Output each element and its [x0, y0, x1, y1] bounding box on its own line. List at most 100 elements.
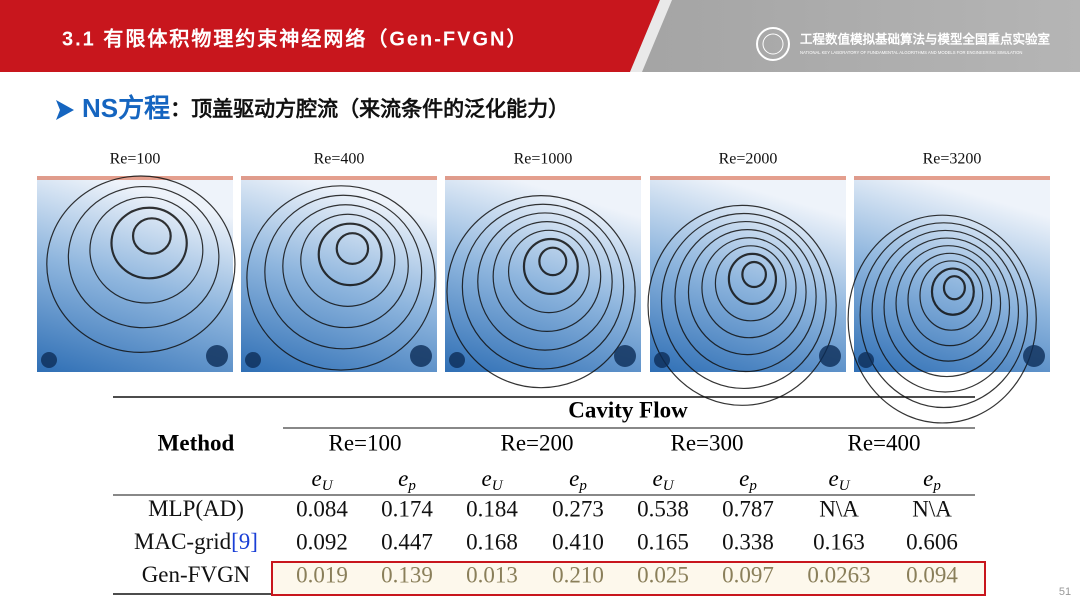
figure-label: Re=400 [314, 151, 365, 168]
lid [445, 176, 641, 180]
group-header: Re=400 [847, 430, 920, 455]
streamline [714, 245, 787, 322]
value-cell: 0.606 [906, 529, 958, 554]
streamline [895, 245, 1002, 362]
figure-label: Re=1000 [514, 151, 573, 168]
subheader-sub: U [322, 478, 334, 494]
header-red [0, 0, 660, 72]
value-cell: 0.410 [552, 529, 604, 554]
subheader-sub: p [407, 478, 416, 494]
lid [37, 176, 233, 180]
value-cell: 0.184 [466, 496, 518, 521]
streamline [300, 213, 396, 307]
method-name: MAC-grid [134, 529, 232, 554]
subheader-symbol: e [652, 466, 662, 491]
value-cell: 0.084 [296, 496, 348, 521]
group-header: Re=100 [328, 430, 401, 455]
bullet-arrow [56, 100, 74, 120]
streamline [110, 206, 188, 280]
streamline [461, 203, 625, 370]
lab-name-en: NATIONAL KEY LABORATORY OF FUNDAMENTAL A… [800, 50, 1022, 55]
lid [241, 176, 437, 180]
corner-vortex [614, 345, 636, 367]
subheader: ep [739, 466, 757, 494]
value-cell: 0.0263 [807, 562, 870, 587]
streamline [89, 196, 204, 304]
value-cell: 0.787 [722, 496, 774, 521]
value-cell: 0.210 [552, 562, 604, 587]
streamline [446, 195, 636, 389]
value-cell: 0.338 [722, 529, 774, 554]
subtitle: NS方程：顶盖驱动方腔流（来流条件的泛化能力） [82, 93, 569, 123]
subheader-symbol: e [828, 466, 838, 491]
subheader: ep [923, 466, 941, 494]
highlight-box [271, 561, 986, 596]
table-title: Cavity Flow [568, 397, 688, 422]
subheader-sub: p [578, 478, 587, 494]
subheader-symbol: e [739, 466, 749, 491]
corner-vortex [819, 345, 841, 367]
value-cell: 0.273 [552, 496, 604, 521]
streamline [942, 275, 966, 301]
flow-field [37, 176, 233, 372]
value-cell: 0.092 [296, 529, 348, 554]
corner-vortex [410, 345, 432, 367]
value-cell: 0.094 [906, 562, 958, 587]
value-cell: 0.165 [637, 529, 689, 554]
flow-field [854, 176, 1050, 372]
lab-logo-inner [762, 33, 784, 55]
lid [854, 176, 1050, 180]
group-header: Re=300 [670, 430, 743, 455]
streamline [647, 204, 837, 406]
corner-vortex [449, 352, 465, 368]
subheader-sub: p [748, 478, 757, 494]
streamline [492, 221, 602, 332]
citation: [9] [231, 529, 258, 554]
subheader-symbol: e [923, 466, 933, 491]
streamline [674, 220, 817, 373]
value-cell: N\A [819, 496, 859, 521]
value-cell: N\A [912, 496, 952, 521]
streamline [701, 237, 797, 339]
streamline [282, 204, 409, 329]
streamline [660, 212, 827, 390]
streamline [930, 267, 975, 316]
streamline [883, 237, 1011, 378]
method-header: Method [158, 430, 235, 455]
subheader-sub: p [932, 478, 941, 494]
lab-name: 工程数值模拟基础算法与模型全国重点实验室 [800, 31, 1051, 46]
method-cell: MLP(AD) [148, 496, 244, 521]
streamline [687, 229, 807, 356]
lab-logo [756, 27, 790, 61]
streamline [538, 246, 568, 277]
streamline [246, 185, 436, 371]
subheader-symbol: e [311, 466, 321, 491]
streamline [477, 212, 613, 351]
flow-field [241, 176, 437, 372]
streamline [741, 260, 767, 289]
subheader-symbol: e [398, 466, 408, 491]
value-cell: 0.168 [466, 529, 518, 554]
method-cell: MAC-grid[9] [134, 529, 258, 554]
subheader-sub: U [492, 478, 504, 494]
method-cell: Gen-FVGN [142, 562, 251, 587]
value-cell: 0.163 [813, 529, 865, 554]
value-cell: 0.025 [637, 562, 689, 587]
streamline [317, 222, 383, 287]
streamline [46, 175, 236, 354]
streamline [907, 252, 993, 347]
streamline [335, 232, 370, 265]
subtitle-text: ：顶盖驱动方腔流（来流条件的泛化能力） [170, 97, 569, 121]
streamline [131, 217, 172, 255]
subheader: ep [569, 466, 587, 494]
streamline [919, 260, 984, 331]
corner-vortex [654, 352, 670, 368]
streamline [859, 222, 1028, 409]
subheader-sub: U [839, 478, 851, 494]
corner-vortex [858, 352, 874, 368]
value-cell: 0.019 [296, 562, 348, 587]
subheader-symbol: e [569, 466, 579, 491]
corner-vortex [1023, 345, 1045, 367]
header-title: 3.1 有限体积物理约束神经网络（Gen-FVGN） [62, 26, 528, 50]
corner-vortex [206, 345, 228, 367]
